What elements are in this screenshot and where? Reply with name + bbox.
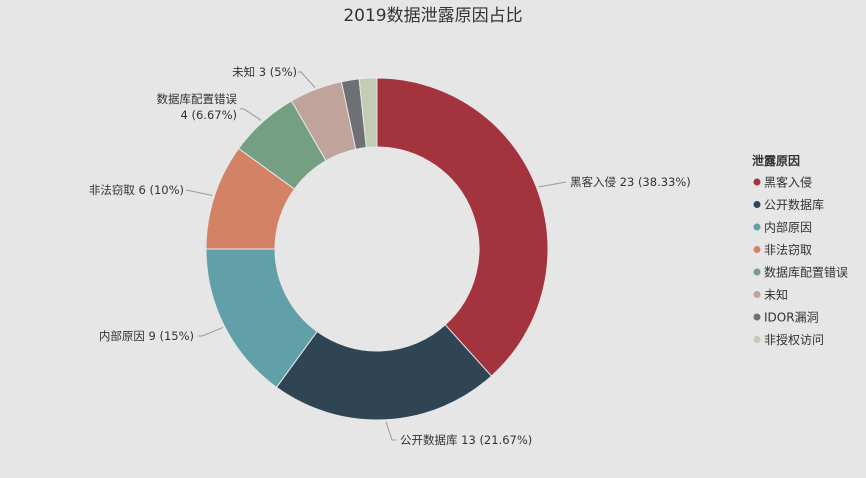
slice-非授权访问[interactable] [358, 77, 378, 149]
legend-marker-idor漏洞 [753, 313, 761, 321]
legend-item-未知[interactable]: 未知 [764, 288, 788, 302]
legend-marker-非法窃取 [753, 246, 761, 253]
legend-marker-未知 [753, 291, 761, 298]
slice-label-内部原因: 内部原因 9 (15%) [99, 329, 194, 343]
legend-item-黑客入侵[interactable]: 黑客入侵 [764, 175, 812, 190]
legend-marker-公开数据库 [753, 201, 761, 208]
slice-label-黑客入侵: 黑客入侵 23 (38.33%) [570, 175, 691, 189]
slice-label-公开数据库: 公开数据库 13 (21.67%) [400, 433, 532, 447]
legend-item-数据库配置错误[interactable]: 数据库配置错误 [764, 265, 848, 280]
slice-labels-group: 黑客入侵 23 (38.33%) 公开数据库 13 (21.67%) 内部原因 9 … [89, 65, 691, 447]
leader-line-黑客入侵 [538, 181, 567, 188]
slice-公开数据库[interactable] [275, 324, 493, 421]
legend-item-非授权访问[interactable]: 非授权访问 [764, 332, 824, 347]
legend-item-非法窃取[interactable]: 非法窃取 [764, 242, 812, 257]
slice-label-数据库配置错误: 数据库配置错误 4 (6.67%) [157, 92, 238, 122]
leader-line-内部原因 [198, 327, 224, 337]
slice-label-非法窃取: 非法窃取 6 (10%) [89, 183, 184, 197]
slices-group [205, 77, 549, 421]
legend-marker-黑客入侵 [753, 178, 761, 186]
leader-line-非法窃取 [185, 189, 213, 197]
slice-黑客入侵[interactable] [376, 77, 549, 377]
legend-item-idor漏洞[interactable]: IDOR漏洞 [764, 311, 819, 325]
chart-title: 2019数据泄露原因占比 [343, 6, 522, 26]
legend-marker-数据库配置错误 [753, 268, 761, 276]
leader-line-公开数据库 [385, 421, 396, 441]
legend-item-公开数据库[interactable]: 公开数据库 [764, 197, 824, 212]
legend-marker-内部原因 [753, 223, 761, 231]
legend-marker-非授权访问 [753, 336, 761, 343]
legend-item-内部原因[interactable]: 内部原因 [764, 220, 812, 235]
legend-title: 泄露原因 [752, 153, 800, 168]
slice-label-未知: 未知 3 (5%) [232, 65, 297, 79]
leader-line-数据库配置错误 [240, 108, 262, 121]
leader-line-未知 [298, 71, 316, 88]
